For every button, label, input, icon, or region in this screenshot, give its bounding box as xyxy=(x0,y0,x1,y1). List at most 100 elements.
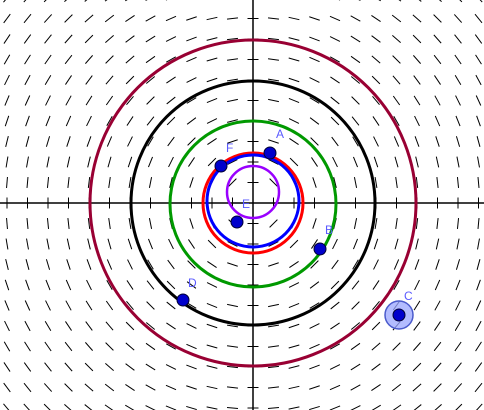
slope-segment xyxy=(455,300,461,311)
slope-segment xyxy=(186,77,197,83)
slope-segment xyxy=(351,116,360,126)
purple-circle[interactable] xyxy=(225,164,281,220)
slope-segment xyxy=(309,323,320,329)
slope-segment xyxy=(3,382,11,393)
slope-segment xyxy=(146,280,155,290)
point-marker[interactable] xyxy=(214,159,228,173)
slope-segment xyxy=(392,363,401,371)
slope-segment xyxy=(46,156,50,168)
points[interactable]: A B C D E F xyxy=(176,127,414,330)
slope-segment xyxy=(165,384,177,391)
slope-segment xyxy=(434,115,441,127)
point-marker[interactable] xyxy=(392,308,406,322)
slope-segment xyxy=(126,116,134,126)
blue-circle[interactable] xyxy=(205,153,301,249)
slope-segment xyxy=(66,136,71,147)
slope-segment xyxy=(311,239,318,249)
slope-segment xyxy=(226,386,239,389)
slope-segment xyxy=(269,178,278,187)
slope-segment xyxy=(104,0,108,2)
slope-segment xyxy=(412,362,422,372)
slope-segment xyxy=(268,98,279,103)
slope-segment xyxy=(206,323,218,329)
slope-segment xyxy=(85,55,93,64)
red-circle[interactable] xyxy=(201,151,305,255)
slope-segment xyxy=(65,75,72,85)
slope-segment xyxy=(148,177,153,188)
slope-segment xyxy=(288,344,300,349)
point-e[interactable]: E xyxy=(230,197,250,229)
slope-segment xyxy=(186,117,197,125)
slope-segment xyxy=(206,365,218,369)
slope-segment xyxy=(454,34,462,44)
slope-segment xyxy=(455,259,461,270)
slope-segment xyxy=(84,34,94,44)
slope-segment xyxy=(330,301,340,310)
slope-segment xyxy=(4,74,10,86)
slope-segment xyxy=(371,342,381,351)
slope-segment xyxy=(227,139,238,144)
slope-segment xyxy=(350,363,361,371)
slope-segment xyxy=(23,403,30,410)
slope-segment xyxy=(310,260,319,269)
slope-segment xyxy=(147,238,154,250)
slope-segment xyxy=(125,35,135,43)
slope-segment xyxy=(26,176,29,189)
slope-segment xyxy=(46,217,50,230)
slope-segment xyxy=(226,58,239,61)
slope-segment xyxy=(311,157,318,167)
point-marker[interactable] xyxy=(263,146,277,160)
slope-segment xyxy=(268,159,279,165)
slope-segment xyxy=(86,115,92,127)
slope-segment xyxy=(352,238,359,250)
point-b[interactable]: B xyxy=(313,223,333,256)
slope-segment xyxy=(374,217,378,230)
slope-segment xyxy=(226,324,239,328)
slope-segment xyxy=(415,156,419,168)
slope-segment xyxy=(186,56,197,63)
point-c[interactable]: C xyxy=(384,289,414,330)
slope-segment xyxy=(418,0,422,2)
slope-segment xyxy=(330,76,340,84)
slope-segment xyxy=(269,219,278,228)
slope-segment xyxy=(4,320,10,332)
slope-segment xyxy=(45,95,51,106)
slope-segment xyxy=(288,77,300,83)
slope-segment xyxy=(104,404,114,410)
slope-segment xyxy=(267,365,280,369)
slope-segment xyxy=(126,300,134,311)
slope-segment xyxy=(288,323,300,329)
slope-segment xyxy=(393,136,400,147)
slope-segment xyxy=(288,365,300,369)
slope-segment xyxy=(64,362,73,372)
slope-segment xyxy=(26,217,29,230)
slope-segment xyxy=(226,17,239,20)
slope-segment xyxy=(309,364,320,370)
slope-segment xyxy=(453,383,463,392)
slope-segment xyxy=(4,115,10,127)
slope-segment xyxy=(373,156,379,168)
slope-segment xyxy=(227,262,238,267)
slope-segment xyxy=(84,14,94,23)
slope-segment xyxy=(350,342,361,351)
black-circle[interactable] xyxy=(129,79,377,327)
point-marker[interactable] xyxy=(176,293,190,307)
point-d[interactable]: D xyxy=(176,276,197,307)
slope-segment xyxy=(288,406,300,410)
slope-segment xyxy=(476,403,483,410)
slope-segment xyxy=(43,0,47,3)
point-a[interactable]: A xyxy=(263,127,284,160)
point-marker[interactable] xyxy=(230,215,244,229)
slope-segment xyxy=(456,238,460,250)
point-marker[interactable] xyxy=(313,242,327,256)
slope-segment xyxy=(147,156,154,168)
green-circle[interactable] xyxy=(168,119,338,289)
outer-crimson-circle[interactable] xyxy=(88,38,418,368)
slope-segment xyxy=(391,383,402,392)
slope-segment xyxy=(372,280,380,290)
slope-segment xyxy=(85,95,93,106)
point-f[interactable]: F xyxy=(214,141,233,173)
slope-segment xyxy=(5,259,9,270)
